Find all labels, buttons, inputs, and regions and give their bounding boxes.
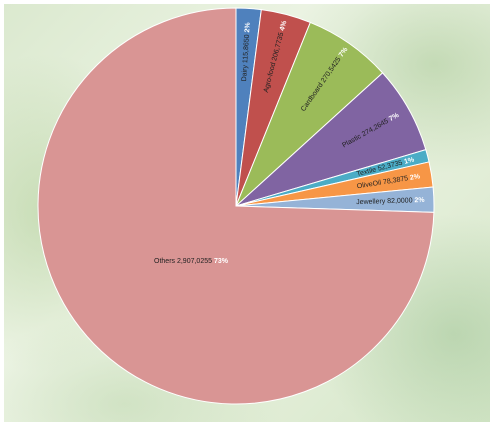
chart-frame: Dairy 115,8650 2% Agro-food 206,7735 4% Ca… bbox=[4, 4, 490, 422]
slice-label-jewellery: Jewellery 82,0000 2% bbox=[356, 197, 425, 206]
pie-slice-others bbox=[37, 7, 435, 405]
pie-chart: Dairy 115,8650 2%Agro-food 206,7735 4%Ca… bbox=[37, 7, 435, 405]
slice-label-dairy: Dairy 115,8650 2% bbox=[241, 21, 252, 81]
slice-label-others: Others 2,907,0255 73% bbox=[154, 258, 229, 265]
pie-slices bbox=[37, 7, 435, 405]
